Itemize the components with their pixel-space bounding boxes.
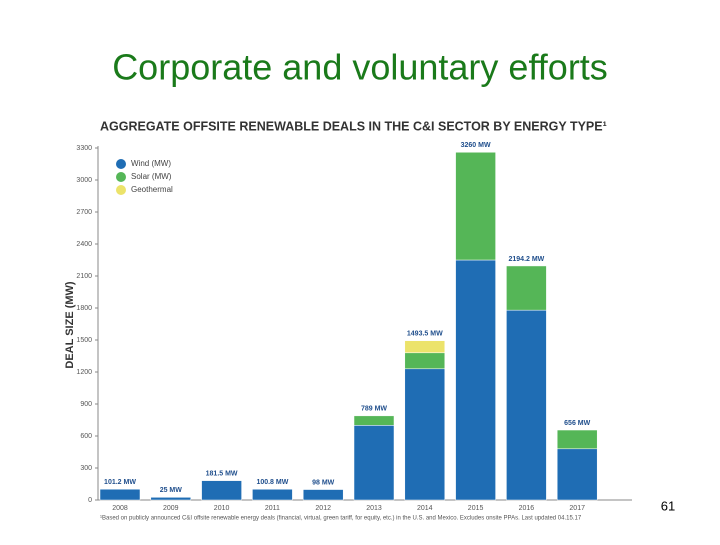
total-label: 25 MW xyxy=(160,487,183,494)
total-label: 98 MW xyxy=(312,479,335,486)
y-tick-label: 3000 xyxy=(76,177,92,184)
y-tick-label: 2400 xyxy=(76,241,92,248)
x-tick-label: 2017 xyxy=(569,505,585,512)
bar-segment xyxy=(404,352,446,370)
y-tick-label: 0 xyxy=(88,497,92,504)
bar-segment xyxy=(556,429,598,450)
y-tick-label: 600 xyxy=(80,433,92,440)
y-tick-label: 2100 xyxy=(76,273,92,280)
x-tick-label: 2008 xyxy=(112,505,128,512)
bar-segment xyxy=(404,368,446,501)
legend-swatch xyxy=(116,185,126,195)
y-tick-label: 2700 xyxy=(76,209,92,216)
y-tick-label: 300 xyxy=(80,465,92,472)
total-label: 789 MW xyxy=(361,406,387,413)
bar-segment xyxy=(302,489,344,501)
total-label: 2194.2 MW xyxy=(509,256,545,263)
total-label: 101.2 MW xyxy=(104,479,136,486)
x-tick-label: 2015 xyxy=(468,505,484,512)
legend-label: Solar (MW) xyxy=(131,172,172,181)
y-tick-label: 1500 xyxy=(76,337,92,344)
bar-segment xyxy=(353,425,395,501)
page-number: 61 xyxy=(661,498,675,513)
x-tick-label: 2016 xyxy=(519,505,535,512)
x-tick-label: 2010 xyxy=(214,505,230,512)
y-tick-label: 1200 xyxy=(76,369,92,376)
bar-segment xyxy=(506,265,547,311)
bar-segment xyxy=(99,488,141,501)
bar-segment xyxy=(556,448,598,501)
slide-title: Corporate and voluntary efforts xyxy=(112,47,608,88)
bar-segment xyxy=(353,415,395,426)
legend-label: Wind (MW) xyxy=(131,159,171,168)
total-label: 3260 MW xyxy=(461,142,491,149)
x-tick-label: 2014 xyxy=(417,505,433,512)
x-tick-label: 2011 xyxy=(265,505,280,512)
bar-segment xyxy=(201,480,242,501)
y-tick-label: 900 xyxy=(80,401,92,408)
total-label: 181.5 MW xyxy=(206,470,238,477)
x-tick-label: 2009 xyxy=(163,505,179,512)
bar-segment xyxy=(252,488,293,501)
y-tick-label: 1800 xyxy=(76,305,92,312)
footnote: ¹Based on publicly announced C&I offsite… xyxy=(100,516,582,522)
bar-segment xyxy=(455,152,496,261)
bar-segment xyxy=(150,497,192,501)
legend-label: Geothermal xyxy=(131,185,173,194)
bar-segment xyxy=(506,309,547,501)
bar-segment xyxy=(455,259,496,501)
y-axis-label: DEAL SIZE (MW) xyxy=(64,281,76,369)
total-label: 656 MW xyxy=(564,420,590,427)
legend-swatch xyxy=(116,159,126,169)
chart-title: AGGREGATE OFFSITE RENEWABLE DEALS IN THE… xyxy=(100,119,607,133)
legend-swatch xyxy=(116,172,126,182)
total-label: 1493.5 MW xyxy=(407,331,443,338)
total-label: 100.8 MW xyxy=(256,479,288,486)
x-tick-label: 2012 xyxy=(315,505,331,512)
bar-segment xyxy=(404,340,446,354)
y-tick-label: 3300 xyxy=(76,145,92,152)
x-tick-label: 2013 xyxy=(366,505,382,512)
